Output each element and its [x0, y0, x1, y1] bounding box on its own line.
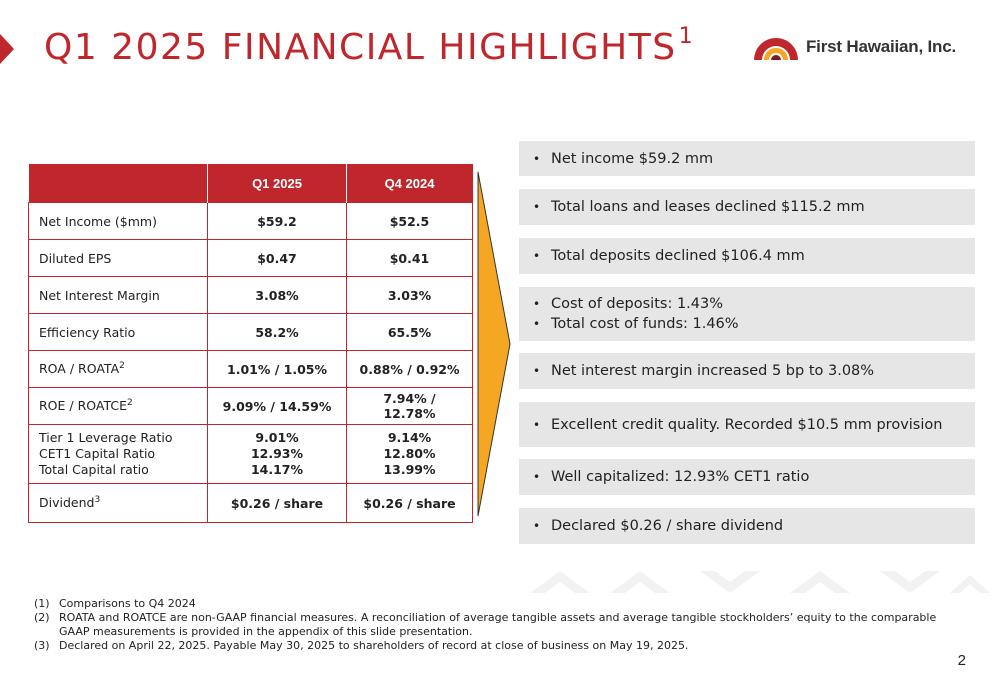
bullet-icon: • [533, 470, 541, 484]
table-row: ROE / ROATCE2 9.09% / 14.59% 7.94% / 12.… [28, 387, 473, 425]
arrow-pointer-icon [477, 171, 511, 517]
highlight-item: • Well capitalized: 12.93% CET1 ratio [519, 459, 975, 495]
table-row: ROA / ROATA2 1.01% / 1.05% 0.88% / 0.92% [28, 350, 473, 388]
q1-value: $0.47 [207, 239, 347, 277]
logo-text: First Hawaiian, Inc. [806, 37, 956, 56]
table-row-capital-ratios: Tier 1 Leverage Ratio CET1 Capital Ratio… [28, 424, 473, 484]
rainbow-logo-icon [754, 38, 798, 60]
row-label: ROA / ROATA2 [28, 350, 208, 388]
q4-value: 9.14% 12.80% 13.99% [346, 424, 473, 484]
table-row: Diluted EPS $0.47 $0.41 [28, 239, 473, 277]
highlight-item: • Cost of deposits: 1.43% • Total cost of … [519, 287, 975, 341]
bullet-icon: • [533, 364, 541, 378]
row-label: Efficiency Ratio [28, 313, 208, 351]
table-row: Net Income ($mm) $59.2 $52.5 [28, 202, 473, 240]
row-label: Dividend3 [28, 483, 208, 523]
bullet-icon: • [533, 297, 541, 311]
bullet-icon: • [533, 317, 541, 331]
company-logo: First Hawaiian, Inc. [752, 34, 956, 60]
row-label: Net Income ($mm) [28, 202, 208, 240]
highlight-item: • Net income $59.2 mm [519, 141, 975, 176]
highlight-item: • Net interest margin increased 5 bp to 3… [519, 353, 975, 389]
bullet-icon: • [533, 417, 541, 432]
financial-highlights-table: Q1 2025 Q4 2024 Net Income ($mm) $59.2 $… [28, 164, 473, 523]
row-label: ROE / ROATCE2 [28, 387, 208, 425]
table-row: Net Interest Margin 3.08% 3.03% [28, 276, 473, 314]
highlight-item: • Total deposits declined $106.4 mm [519, 238, 975, 274]
q4-value: 3.03% [346, 276, 473, 314]
bullet-icon: • [533, 151, 541, 166]
highlight-item: • Declared $0.26 / share dividend [519, 508, 975, 544]
row-label: Net Interest Margin [28, 276, 208, 314]
q1-value: 58.2% [207, 313, 347, 351]
q4-value: $52.5 [346, 202, 473, 240]
bullet-icon: • [533, 200, 541, 214]
q1-value: 1.01% / 1.05% [207, 350, 347, 388]
table-header-blank [28, 164, 208, 203]
bullet-icon: • [533, 519, 541, 533]
title-accent-tab [0, 34, 14, 64]
bullet-icon: • [533, 249, 541, 263]
highlight-item: • Excellent credit quality. Recorded $10.… [519, 402, 975, 447]
table-header-q1-2025: Q1 2025 [207, 164, 347, 203]
footnotes: (1) Comparisons to Q4 2024 (2) ROATA and R… [34, 597, 964, 653]
q1-value: $0.26 / share [207, 483, 347, 523]
q1-value: $59.2 [207, 202, 347, 240]
footnote-item: (3) Declared on April 22, 2025. Payable M… [34, 639, 689, 652]
highlight-item: • Total loans and leases declined $115.2 … [519, 189, 975, 225]
decorative-chevron-pattern [530, 571, 990, 593]
page-number: 2 [957, 652, 966, 669]
slide-title: Q1 2025 FINANCIAL HIGHLIGHTS1 [44, 24, 695, 68]
table-row: Dividend3 $0.26 / share $0.26 / share [28, 483, 473, 523]
q4-value: $0.41 [346, 239, 473, 277]
footnote-item: (2) ROATA and ROATCE are non-GAAP financi… [34, 611, 937, 638]
table-header-q4-2024: Q4 2024 [346, 164, 473, 203]
q4-value: 65.5% [346, 313, 473, 351]
q4-value: $0.26 / share [346, 483, 473, 523]
q1-value: 9.01% 12.93% 14.17% [207, 424, 347, 484]
row-label: Tier 1 Leverage Ratio CET1 Capital Ratio… [28, 424, 208, 484]
table-header-row: Q1 2025 Q4 2024 [28, 164, 473, 203]
table-row: Efficiency Ratio 58.2% 65.5% [28, 313, 473, 351]
q4-value: 0.88% / 0.92% [346, 350, 473, 388]
q1-value: 3.08% [207, 276, 347, 314]
q4-value: 7.94% / 12.78% [346, 387, 473, 425]
row-label: Diluted EPS [28, 239, 208, 277]
q1-value: 9.09% / 14.59% [207, 387, 347, 425]
footnote-item: (1) Comparisons to Q4 2024 [34, 597, 196, 610]
